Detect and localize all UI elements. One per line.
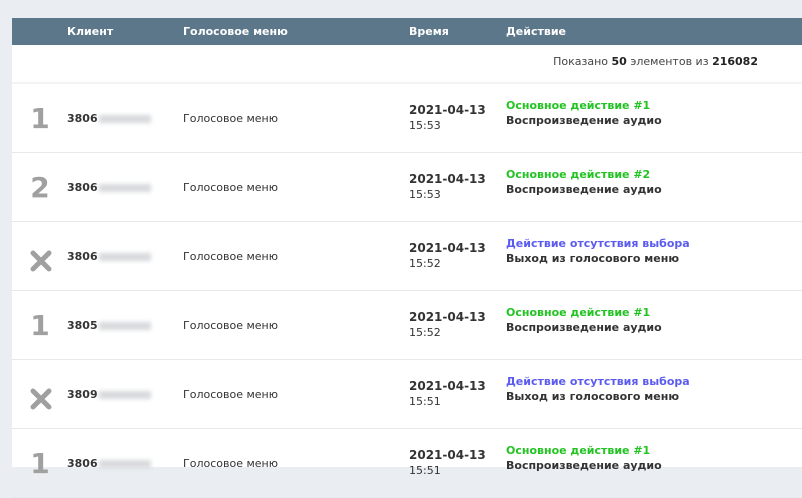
calls-table: Клиент Голосовое меню Время Действие Пок… [12,18,802,467]
client-phone: 3806 [67,457,151,470]
client-phone: 3806 [67,181,151,194]
client-phone: 3806 [67,250,151,263]
col-menu[interactable]: Голосовое меню [183,25,288,38]
voice-menu: Голосовое меню [183,457,278,470]
voice-menu: Голосовое меню [183,250,278,263]
col-time[interactable]: Время [409,25,449,38]
voice-menu: Голосовое меню [183,388,278,401]
client-phone: 3809 [67,388,151,401]
choice-number: 1 [30,447,49,480]
client-phone: 3806 [67,112,151,125]
table-header: Клиент Голосовое меню Время Действие [12,18,802,45]
voice-menu: Голосовое меню [183,181,278,194]
x-icon [30,388,52,410]
choice-number: 1 [30,102,49,135]
choice-number: 2 [30,171,49,204]
items-count: Показано 50 элементов из 216082 [12,45,802,84]
col-client[interactable]: Клиент [67,25,113,38]
x-icon [30,250,52,272]
client-phone: 3805 [67,319,151,332]
col-action[interactable]: Действие [506,25,566,38]
choice-number: 1 [30,309,49,342]
voice-menu: Голосовое меню [183,319,278,332]
voice-menu: Голосовое меню [183,112,278,125]
